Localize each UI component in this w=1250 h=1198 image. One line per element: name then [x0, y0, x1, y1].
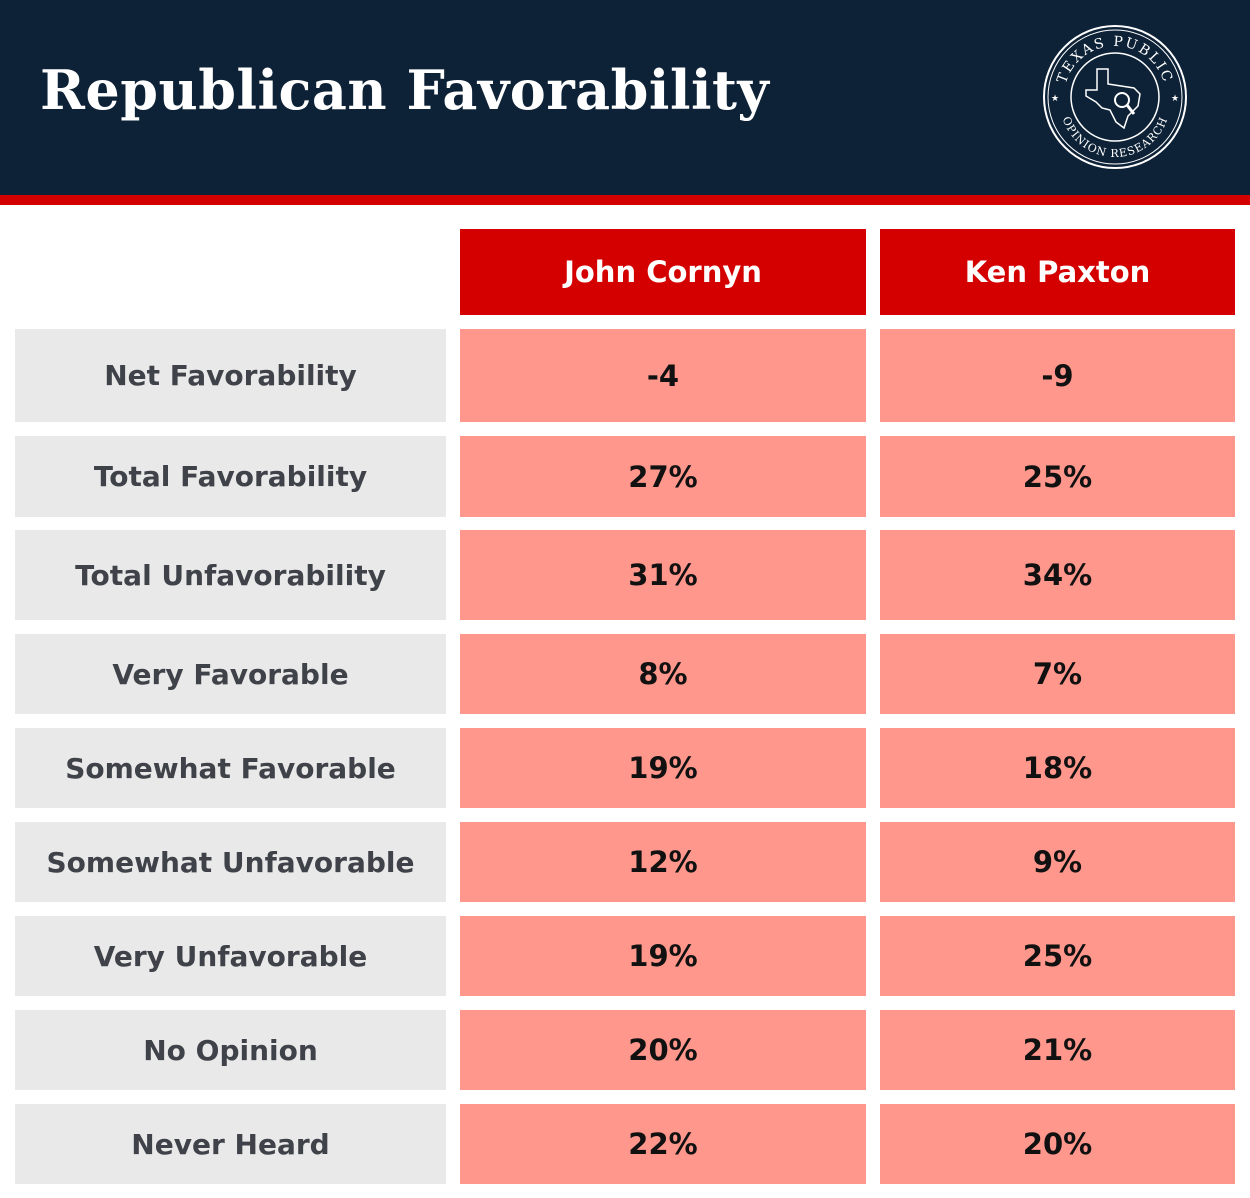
value-cell: 19% [460, 916, 866, 996]
value-cell: 22% [460, 1104, 866, 1184]
value-cell: 9% [880, 822, 1235, 902]
row-label: No Opinion [15, 1010, 446, 1090]
value-cell: -4 [460, 329, 866, 422]
value-cell: 12% [460, 822, 866, 902]
row-label: Total Unfavorability [15, 530, 446, 620]
value-cell: 27% [460, 436, 866, 517]
value-cell: 7% [880, 634, 1235, 714]
value-cell: 31% [460, 530, 866, 620]
value-cell: 21% [880, 1010, 1235, 1090]
column-header: John Cornyn [460, 229, 866, 315]
page-title: Republican Favorability [40, 58, 770, 122]
texas-public-opinion-research-logo: TEXAS PUBLIC OPINION RESEARCH ★ ★ [1043, 25, 1187, 169]
value-cell: 20% [880, 1104, 1235, 1184]
svg-text:★: ★ [1171, 94, 1179, 104]
value-cell: 19% [460, 728, 866, 808]
value-cell: 8% [460, 634, 866, 714]
row-label: Very Unfavorable [15, 916, 446, 996]
header-banner: Republican Favorability TEXAS PUBLIC OPI… [0, 0, 1250, 195]
row-label: Very Favorable [15, 634, 446, 714]
red-accent-stripe [0, 195, 1250, 205]
svg-text:TEXAS PUBLIC: TEXAS PUBLIC [1054, 34, 1176, 86]
value-cell: 25% [880, 436, 1235, 517]
value-cell: 20% [460, 1010, 866, 1090]
column-header: Ken Paxton [880, 229, 1235, 315]
row-label: Somewhat Favorable [15, 728, 446, 808]
row-label: Net Favorability [15, 329, 446, 422]
value-cell: -9 [880, 329, 1235, 422]
row-label: Somewhat Unfavorable [15, 822, 446, 902]
value-cell: 25% [880, 916, 1235, 996]
value-cell: 18% [880, 728, 1235, 808]
row-label: Never Heard [15, 1104, 446, 1184]
value-cell: 34% [880, 530, 1235, 620]
row-label: Total Favorability [15, 436, 446, 517]
svg-text:★: ★ [1051, 94, 1059, 104]
